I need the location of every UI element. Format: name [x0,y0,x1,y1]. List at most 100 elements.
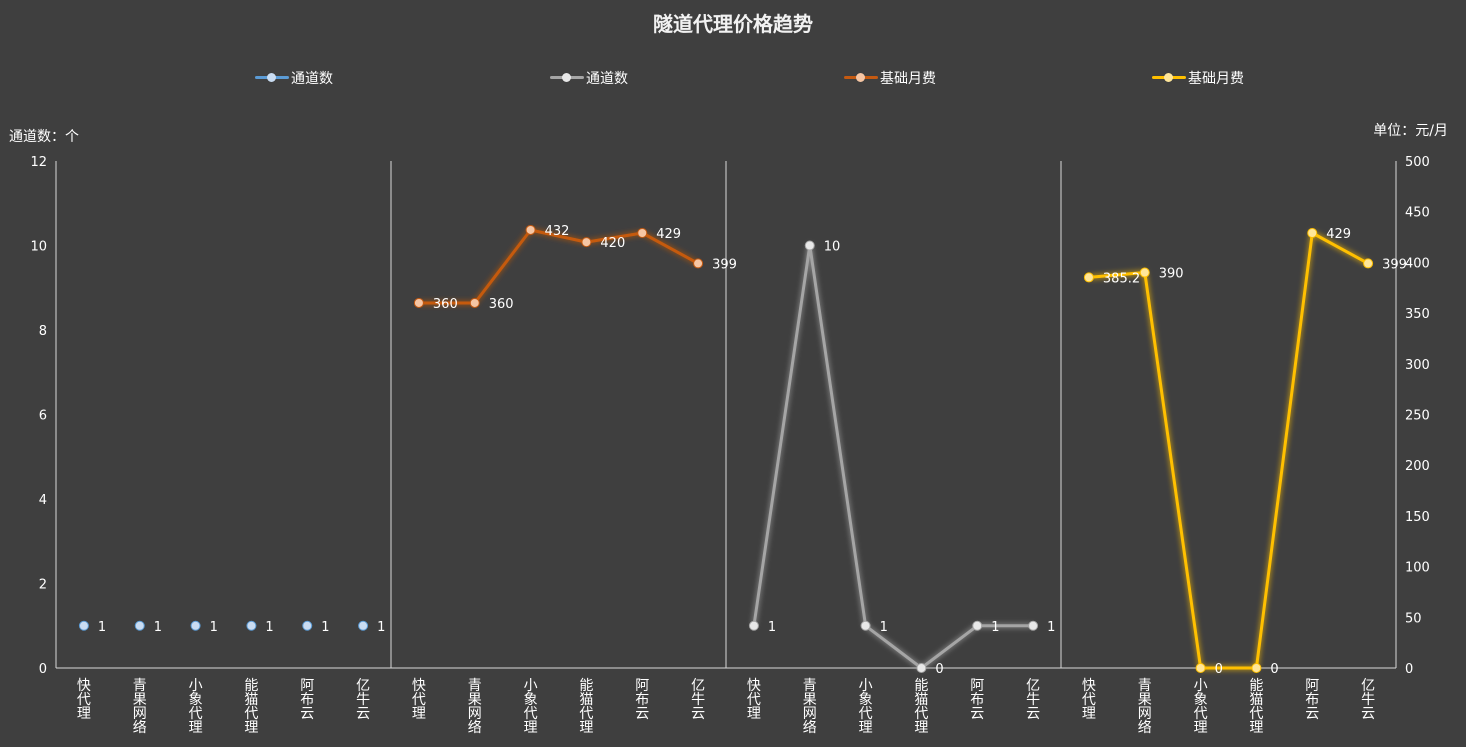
series-2-data-label: 432 [545,224,570,239]
chart-title: 隧道代理价格趋势 [653,12,813,36]
x-axis-tick-label: 能猫代理 [579,678,593,736]
series-3-data-label: 1 [768,620,776,635]
legend-swatch [550,68,584,88]
legend-label: 通道数 [291,71,333,87]
legend-label: 基础月费 [880,71,936,87]
series-2-point [581,237,592,248]
right-axis-tick-label: 250 [1405,409,1430,424]
series-1-point [358,620,369,631]
series-3-data-label: 10 [824,240,841,255]
right-axis-tick-label: 350 [1405,307,1430,322]
left-axis-tick-label: 4 [39,493,47,508]
series-2-data-label: 420 [600,236,625,251]
left-axis-tick-label: 12 [30,155,47,170]
x-axis-tick-label: 小象代理 [189,678,203,736]
series-4-point [1251,663,1262,673]
legend-swatch [1152,68,1186,88]
left-axis-tick-label: 0 [39,662,47,677]
series-2-data-label: 360 [489,297,514,312]
series-4-point [1195,663,1206,673]
series-2-line [418,228,699,305]
legend-swatch [844,68,878,88]
x-axis-tick-label: 亿牛云 [1026,678,1040,722]
series-2-point [413,297,424,308]
legend-item-series-2: 基础月费 [844,68,936,88]
series-3-data-label: 1 [1047,620,1055,635]
series-2-point [525,224,536,235]
left-axis-tick-label: 10 [30,240,47,255]
series-2-data-label: 399 [712,257,737,272]
series-1-data-label: 1 [210,620,218,635]
series-3-point [1028,620,1039,631]
right-axis-tick-label: 500 [1405,155,1430,170]
series-3-point [860,620,871,631]
series-2-point [637,227,648,238]
series-4-line [1088,231,1369,670]
right-axis-unit: 单位：元/月 [1373,123,1448,139]
series-4-data-label: 0 [1270,662,1278,677]
x-axis-tick-label: 快代理 [77,678,91,722]
legend-item-series-4: 基础月费 [1152,68,1244,88]
right-axis-tick-label: 400 [1405,256,1430,271]
series-3-line [752,244,1034,670]
series-4-point [1083,272,1094,283]
series-4-point [1307,227,1318,238]
x-axis-tick-label: 能猫代理 [914,678,928,736]
series-3-data-label: 0 [935,662,943,677]
x-axis-tick-label: 亿牛云 [1361,678,1375,722]
series-1-point [302,620,313,631]
series-1-data-label: 1 [98,620,106,635]
series-2-point [693,258,704,269]
series-4-data-label: 385.2 [1103,271,1140,286]
series-3-data-label: 1 [880,620,888,635]
x-axis-tick-label: 阿布云 [1305,678,1319,722]
right-axis-tick-label: 300 [1405,358,1430,373]
x-axis-tick-label: 阿布云 [635,678,649,722]
x-axis-tick-label: 小象代理 [1194,678,1208,736]
series-1-data-label: 1 [377,620,385,635]
series-3-point [748,620,759,631]
series-4-data-label: 390 [1159,267,1184,282]
right-axis-tick-label: 0 [1405,662,1413,677]
legend-label: 基础月费 [1188,71,1244,87]
series-1-point [190,620,201,631]
left-axis-tick-label: 8 [39,324,47,339]
x-axis-tick-label: 快代理 [747,678,761,722]
x-axis-tick-label: 青果网络 [468,678,482,736]
series-2-data-label: 429 [656,227,681,242]
x-axis-tick-label: 能猫代理 [244,678,258,736]
series-2-point [469,297,480,308]
x-axis-tick-label: 阿布云 [970,678,984,722]
series-4-point [1139,267,1150,278]
series-2-data-label: 360 [433,297,458,312]
series-4-data-label: 429 [1326,227,1351,242]
x-axis-tick-label: 青果网络 [133,678,147,736]
x-axis-tick-label: 亿牛云 [356,678,370,722]
right-axis-tick-label: 450 [1405,206,1430,221]
x-axis-tick-label: 青果网络 [803,678,817,736]
x-axis-tick-label: 亿牛云 [691,678,705,722]
series-3-point [916,663,927,673]
x-axis-tick-label: 小象代理 [524,678,538,736]
series-3-point [972,620,983,631]
series-4-data-label: 0 [1215,662,1223,677]
x-axis-tick-label: 快代理 [412,678,426,722]
right-axis-tick-label: 200 [1405,459,1430,474]
left-axis-tick-label: 2 [39,578,47,593]
left-axis-unit: 通道数：个 [9,129,79,145]
series-1-point [78,620,89,631]
x-axis-tick-label: 小象代理 [859,678,873,736]
series-4-point [1363,258,1374,269]
legend-item-series-1: 通道数 [255,68,333,88]
series-4-data-label: 399 [1382,257,1407,272]
x-axis-tick-label: 青果网络 [1138,678,1152,736]
series-1-data-label: 1 [321,620,329,635]
legend-item-series-3: 通道数 [550,68,628,88]
series-1-point [134,620,145,631]
right-axis-tick-label: 50 [1405,611,1422,626]
x-axis-tick-label: 快代理 [1082,678,1096,722]
series-1-point [246,620,257,631]
right-axis-tick-label: 150 [1405,510,1430,525]
